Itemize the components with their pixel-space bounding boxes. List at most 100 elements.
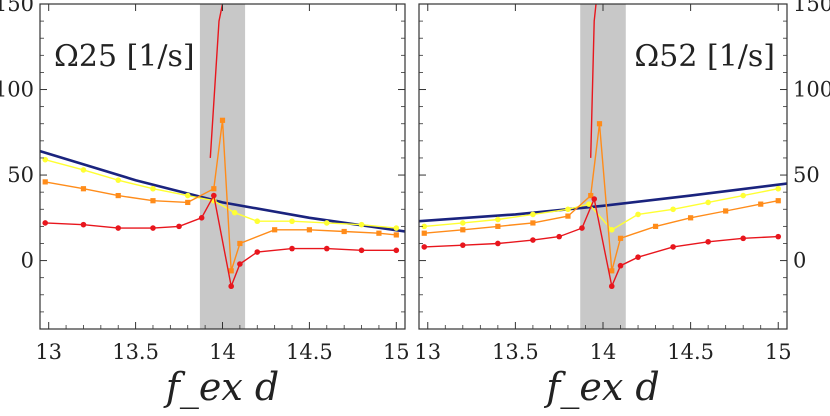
- panel-1-series-5: [209, 4, 224, 158]
- panel-2-x-tick-label-3: 14: [590, 340, 617, 364]
- panel-2-series-4-point-2: [460, 242, 466, 248]
- panel-1-series-2-point-2: [80, 167, 87, 173]
- panel-1-y-tick-label-2: 50: [7, 163, 34, 187]
- panel-2-x-tick-label-4: 14.5: [667, 340, 714, 364]
- panel-2-series-5: [590, 4, 597, 158]
- panel-2-series-4-point-1: [421, 244, 428, 250]
- panel-2-series-2-point-11: [740, 192, 746, 199]
- panel-2-series-3-point-3: [495, 223, 501, 229]
- panel-1-series-4-point-4: [150, 225, 156, 231]
- panel-2-x-tick-label-2: 13.5: [492, 340, 539, 364]
- panel-1-series-2-point-9: [289, 218, 295, 225]
- panel-1-series-3-point-14: [393, 232, 399, 238]
- panel-2-series-3-point-2: [460, 227, 466, 233]
- panel-2-series-2-point-4: [530, 211, 536, 218]
- panel-1-series-4-point-14: [393, 247, 400, 254]
- panel-2-series-3-point-12: [723, 208, 729, 214]
- panel-2-series-4-point-12: [705, 238, 711, 245]
- panel-2-series-2-point-9: [670, 206, 676, 213]
- panel-2-series-4-point-9: [617, 262, 624, 269]
- panel-1-series-2-point-8: [254, 218, 261, 225]
- panel-1-series-4-point-11: [289, 245, 295, 252]
- panel-2-y-tick-label-4: 150: [793, 0, 830, 16]
- panel-2-series-1: [419, 182, 787, 223]
- panel-1-series-4-point-3: [115, 225, 122, 231]
- panel-1-series-3: [42, 117, 399, 274]
- panel-1-series-4: [42, 192, 400, 290]
- panel-1-series-3-point-12: [341, 228, 347, 235]
- panel-2-series-2-point-8: [635, 211, 641, 218]
- panel-2-series-3-point-10: [652, 223, 659, 229]
- panel-2-series-4-point-7: [591, 196, 598, 202]
- panel-2-series-3: [421, 121, 781, 274]
- panel-1-series-2-line: [45, 159, 397, 229]
- panel-2-series-3-point-8: [609, 268, 615, 274]
- panel-2-series-4-point-8: [608, 283, 615, 290]
- panel-2-series-3-point-13: [758, 201, 764, 207]
- panel-1-series-2-point-7: [231, 209, 238, 216]
- panel-1-series-4-point-10: [254, 249, 261, 255]
- panel-2-series-3-point-14: [775, 198, 781, 204]
- panel-2-series-2-point-7: [608, 226, 615, 233]
- panel-2-x-tick-label-1: 13: [414, 340, 441, 364]
- panel-2-x-axis-label: f_ex d: [543, 365, 659, 410]
- panel-1-series-4-point-2: [80, 221, 87, 228]
- panel-1-series-3-point-6: [211, 186, 217, 192]
- panel-2-series-2: [421, 185, 782, 233]
- panel-2-series-2-point-12: [775, 185, 782, 192]
- panel-1-series-3-point-2: [80, 186, 87, 192]
- panel-2-series-3-line: [424, 123, 779, 271]
- panel-2-series-4-point-4: [530, 237, 536, 243]
- panel-1-series-5-line: [209, 4, 224, 158]
- panel-2-y-tick-label-1: 0: [793, 249, 806, 273]
- panel-1-series-3-point-13: [376, 230, 382, 236]
- panel-1-series-3-line: [45, 120, 397, 272]
- panel-1-annotation: Ω25 [1/s]: [54, 39, 195, 74]
- panel-2-series-4-point-3: [495, 240, 501, 247]
- panel-1-series-2-point-5: [184, 192, 191, 199]
- panel-2-series-4-point-11: [670, 244, 676, 250]
- panel-2-series-4-point-14: [775, 233, 782, 240]
- panel-1-series-3-point-4: [150, 198, 156, 204]
- panel-1-series-2-point-3: [115, 177, 122, 183]
- panel-1-series-4-point-6: [198, 215, 205, 221]
- panel-1-series-2-point-11: [358, 221, 365, 228]
- panel-1-series-3-point-10: [272, 227, 278, 233]
- panel-1-series-2-point-4: [150, 185, 156, 192]
- panel-1-x-axis-label: f_ex d: [163, 365, 279, 410]
- panel-1-x-tick-label-4: 14.5: [286, 340, 333, 364]
- panel-2-series-4-point-6: [579, 225, 585, 231]
- panel-1-series-4-line: [45, 193, 397, 289]
- panel-2-series-2-point-1: [421, 223, 428, 230]
- panel-1-series-4-point-7: [211, 192, 217, 199]
- panel-1-series-4-point-5: [176, 223, 182, 230]
- panel-1-series-3-point-8: [228, 268, 234, 274]
- panel-2-series-2-point-6: [586, 201, 592, 207]
- panel-2-series-2-point-10: [705, 199, 711, 206]
- panel-2-series-2-point-3: [495, 216, 501, 223]
- panel-1-series-2-point-12: [393, 225, 400, 231]
- panel-1-series-4-point-9: [237, 261, 243, 267]
- panel-2-series-1-line: [419, 182, 787, 223]
- panel-1-x-tick-label-3: 14: [209, 340, 236, 364]
- panel-2-series-3-point-7: [596, 121, 603, 127]
- panel-2-series-2-line: [424, 188, 779, 231]
- panel-1-series-3-point-7: [219, 117, 226, 123]
- panel-1-x-tick-label-5: 15: [383, 340, 410, 364]
- panel-2-series-4-point-10: [635, 254, 641, 260]
- panel-1-y-tick-label-1: 0: [21, 249, 34, 273]
- panel-2-series-3-point-5: [565, 213, 571, 219]
- panel-1-series-2-point-10: [323, 220, 330, 226]
- panel-2-y-tick-label-3: 100: [793, 78, 830, 102]
- panel-1-series-1-line: [40, 149, 405, 233]
- panel-2-series-5-line: [590, 4, 597, 158]
- panel-1-series-4-point-12: [323, 245, 330, 252]
- panel-2-series-4-point-13: [740, 235, 746, 242]
- panel-1-series-3-point-5: [185, 199, 191, 206]
- panel-1-series-3-point-11: [306, 227, 313, 233]
- panel-1-series-1: [40, 149, 405, 233]
- panel-2-series-3-point-9: [617, 235, 624, 241]
- panel-2-series-3-point-11: [688, 215, 694, 221]
